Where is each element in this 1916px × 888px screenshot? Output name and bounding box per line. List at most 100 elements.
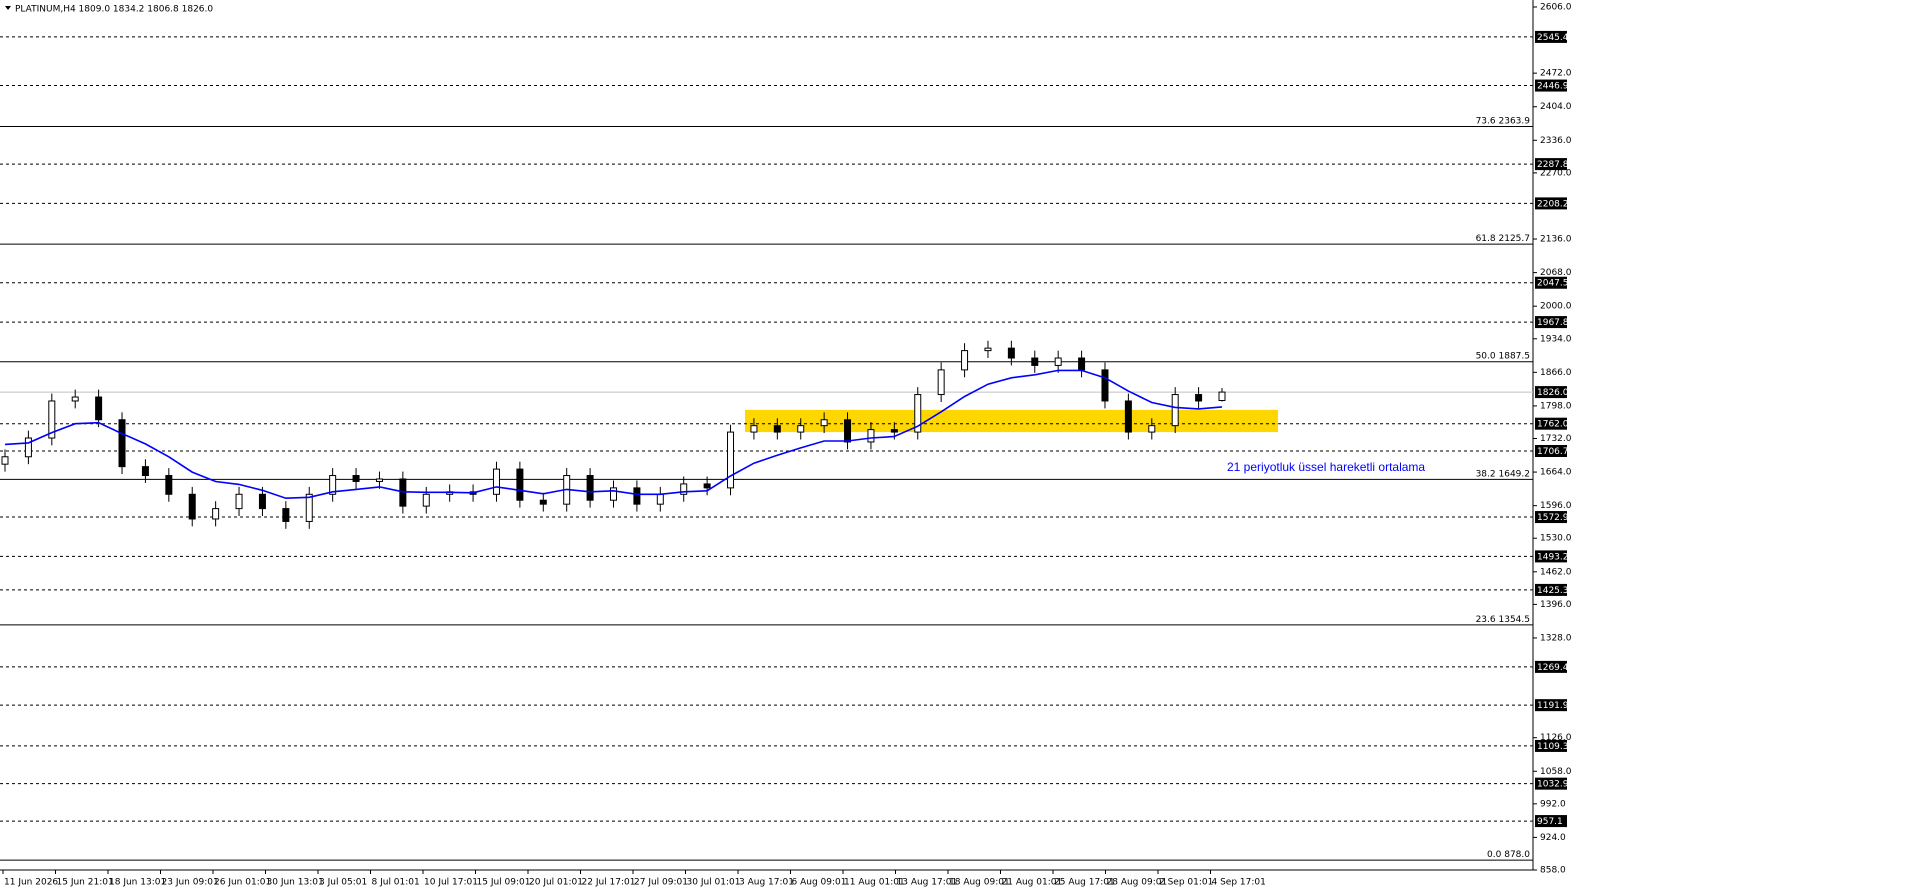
candle-body	[1148, 425, 1156, 433]
candle-body	[633, 487, 641, 505]
candle-body	[329, 475, 337, 495]
y-tick-label: 1462.0	[1540, 567, 1572, 577]
candle-body	[516, 468, 524, 501]
level-label: 1493.2	[1537, 552, 1569, 562]
y-tick-label: 2000.0	[1540, 302, 1572, 312]
x-tick-label: 2 Sep 01:01	[1159, 878, 1213, 888]
y-tick-label: 2136.0	[1540, 235, 1572, 245]
candle-body	[235, 493, 243, 510]
candle-body	[750, 425, 758, 433]
level-label: 2545.4	[1537, 33, 1569, 43]
y-tick-label: 924.0	[1540, 833, 1566, 843]
y-tick-label: 1328.0	[1540, 633, 1572, 643]
x-tick-label: 4 Sep 17:01	[1212, 878, 1266, 888]
level-label: 1762.0	[1537, 420, 1569, 430]
y-tick-label: 1530.0	[1540, 534, 1572, 544]
candle-body	[422, 493, 430, 507]
level-box	[1535, 699, 1567, 712]
fib-price: 1354.5	[1499, 614, 1531, 624]
level-label: 1425.3	[1537, 586, 1569, 596]
level-box	[1535, 316, 1567, 329]
x-tick-label: 28 Aug 09:01	[1107, 878, 1168, 888]
level-box	[1535, 583, 1567, 596]
level-label: 1109.3	[1537, 742, 1569, 752]
x-tick-label: 3 Jul 05:01	[319, 878, 367, 888]
candle-body	[1054, 357, 1062, 366]
y-tick-label: 2472.0	[1540, 69, 1572, 79]
fib-price: 878.0	[1504, 850, 1530, 860]
candle-body	[165, 475, 173, 495]
candle-body	[282, 508, 290, 522]
x-tick-label: 22 Jul 17:01	[582, 878, 636, 888]
level-box	[1535, 158, 1567, 171]
level-box	[1535, 739, 1567, 752]
level-label: 1967.8	[1537, 318, 1569, 328]
y-tick-label: 1866.0	[1540, 368, 1572, 378]
x-tick-label: 23 Jun 09:01	[162, 878, 219, 888]
candle-body	[610, 487, 617, 501]
y-tick-label: 1396.0	[1540, 600, 1572, 610]
ema-line	[4, 369, 1223, 500]
candle-body	[797, 425, 805, 433]
y-tick-label: 2336.0	[1540, 136, 1572, 146]
y-tick-label: 858.0	[1540, 866, 1566, 876]
x-tick-label: 10 Jul 17:01	[424, 878, 478, 888]
candle-body	[24, 437, 32, 458]
x-tick-label: 11 Jun 2026	[4, 878, 58, 888]
candle-body	[586, 475, 594, 501]
candle-body	[1, 456, 9, 465]
level-label: 1572.9	[1537, 513, 1569, 523]
level-label: 2446.9	[1537, 82, 1569, 92]
y-tick-label: 1664.0	[1540, 468, 1572, 478]
candle-body	[188, 493, 196, 520]
candle-body	[118, 419, 126, 468]
x-tick-label: 11 Aug 01:01	[844, 878, 905, 888]
candle-body	[703, 483, 711, 489]
fib-level: 0.0	[1487, 850, 1502, 860]
level-label: 1191.9	[1537, 701, 1569, 711]
y-tick-label: 1732.0	[1540, 434, 1572, 444]
x-tick-label: 15 Jun 21:01	[57, 878, 114, 888]
candle-body	[1171, 394, 1179, 427]
candle-body	[1218, 391, 1226, 401]
fib-label: 23.6 1354.5	[1476, 614, 1530, 624]
level-box	[1535, 79, 1567, 92]
fib-level: 61.8	[1476, 234, 1496, 244]
level-box	[1535, 815, 1567, 828]
y-tick-label: 1934.0	[1540, 334, 1572, 344]
fib-label: 50.0 1887.5	[1476, 351, 1530, 361]
fib-level: 23.6	[1476, 614, 1496, 624]
y-tick-label: 2606.0	[1540, 3, 1572, 13]
x-tick-label: 30 Jun 13:01	[267, 878, 324, 888]
fib-level: 73.6	[1476, 116, 1496, 126]
level-box	[1535, 777, 1567, 790]
y-tick-label: 2270.0	[1540, 168, 1572, 178]
x-tick-label: 3 Aug 17:01	[739, 878, 794, 888]
candle-body	[680, 483, 688, 495]
candle-body	[71, 396, 79, 402]
menu-arrow[interactable]	[5, 6, 11, 10]
candle-body	[305, 493, 313, 522]
x-tick-label: 15 Jul 09:01	[477, 878, 531, 888]
level-box	[1535, 417, 1567, 430]
level-label: 957.1	[1537, 817, 1563, 827]
candle-body	[1195, 394, 1203, 402]
y-tick-label: 992.0	[1540, 799, 1566, 809]
x-tick-label: 6 Aug 09:01	[792, 878, 847, 888]
y-tick-label: 1596.0	[1540, 501, 1572, 511]
level-box	[1535, 30, 1567, 43]
candle-body	[352, 475, 360, 482]
last-price-box	[1535, 386, 1567, 399]
last-price-label: 1826.0	[1537, 388, 1569, 398]
candle-body	[773, 425, 781, 433]
level-box	[1535, 197, 1567, 210]
candle-body	[867, 429, 875, 443]
candle-body	[212, 508, 220, 520]
level-label: 2047.5	[1537, 279, 1569, 289]
candle-body	[48, 400, 56, 439]
y-tick-label: 1126.0	[1540, 733, 1572, 743]
level-label: 1269.4	[1537, 663, 1569, 673]
candle-body	[844, 419, 852, 443]
